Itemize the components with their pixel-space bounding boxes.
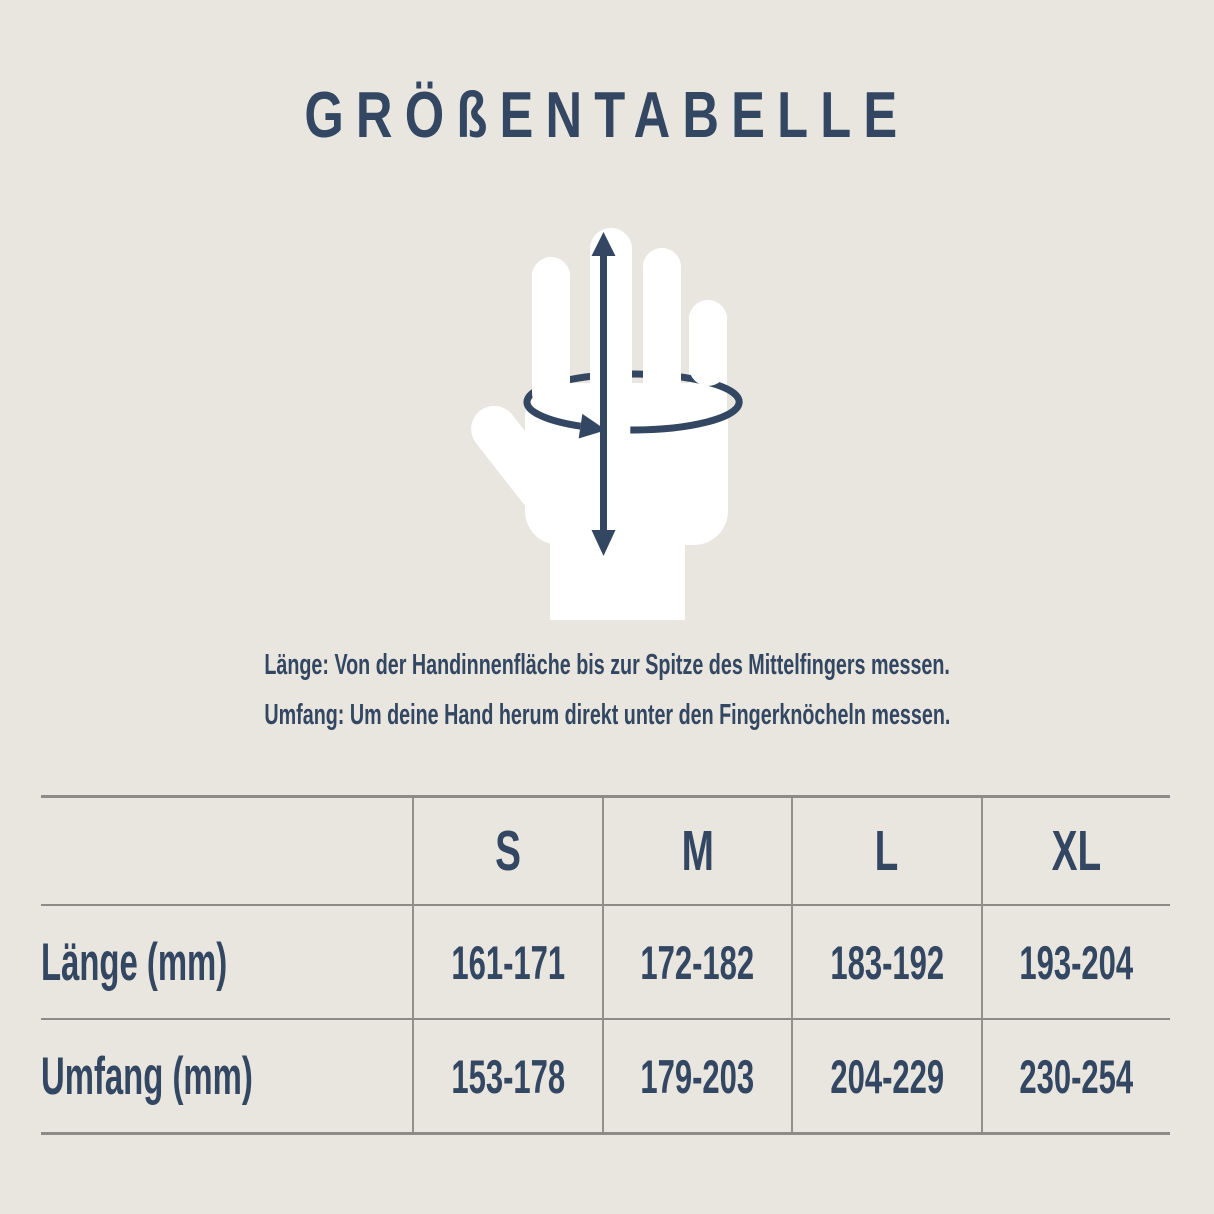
page-title-wrap: GRÖßENTABELLE [0, 82, 1214, 147]
hand-measurement-diagram [471, 228, 743, 620]
column-header-s: S [412, 798, 602, 906]
instruction-umfang: Umfang: Um deine Hand herum direkt unter… [0, 698, 1214, 733]
column-header-xl: XL [980, 798, 1170, 906]
cell-umfang-l: 204-229 [791, 1020, 981, 1132]
instruction-laenge-text: Von der Handinnenfläche bis zur Spitze d… [334, 649, 950, 681]
instruction-laenge-label: Länge: [264, 649, 329, 681]
row-label-laenge: Länge (mm) [41, 906, 412, 1020]
cell-laenge-l: 183-192 [791, 906, 981, 1020]
cell-umfang-s: 153-178 [412, 1020, 602, 1132]
cell-umfang-xl: 230-254 [980, 1020, 1171, 1132]
row-label-umfang: Umfang (mm) [41, 1046, 253, 1106]
cell-laenge-s: 161-171 [412, 906, 602, 1020]
cell-umfang-m: 179-203 [601, 1020, 792, 1132]
page-title: GRÖßENTABELLE [304, 78, 910, 151]
circumference-arrow-icon [523, 370, 743, 439]
instruction-umfang-text: Um deine Hand herum direkt unter den Fin… [349, 699, 950, 731]
length-arrow-icon [591, 232, 616, 556]
instruction-umfang-label: Umfang: [264, 699, 344, 731]
cell-laenge-m: 172-182 [601, 906, 791, 1020]
cell-laenge-xl: 193-204 [980, 906, 1170, 1020]
header-corner-cell [41, 798, 412, 906]
column-header-l: L [791, 798, 981, 906]
instruction-laenge: Länge: Von der Handinnenfläche bis zur S… [0, 648, 1214, 683]
size-table: S M L XL Länge (mm) 161-171 172-182 183-… [41, 795, 1170, 1135]
column-header-m: M [601, 798, 791, 906]
